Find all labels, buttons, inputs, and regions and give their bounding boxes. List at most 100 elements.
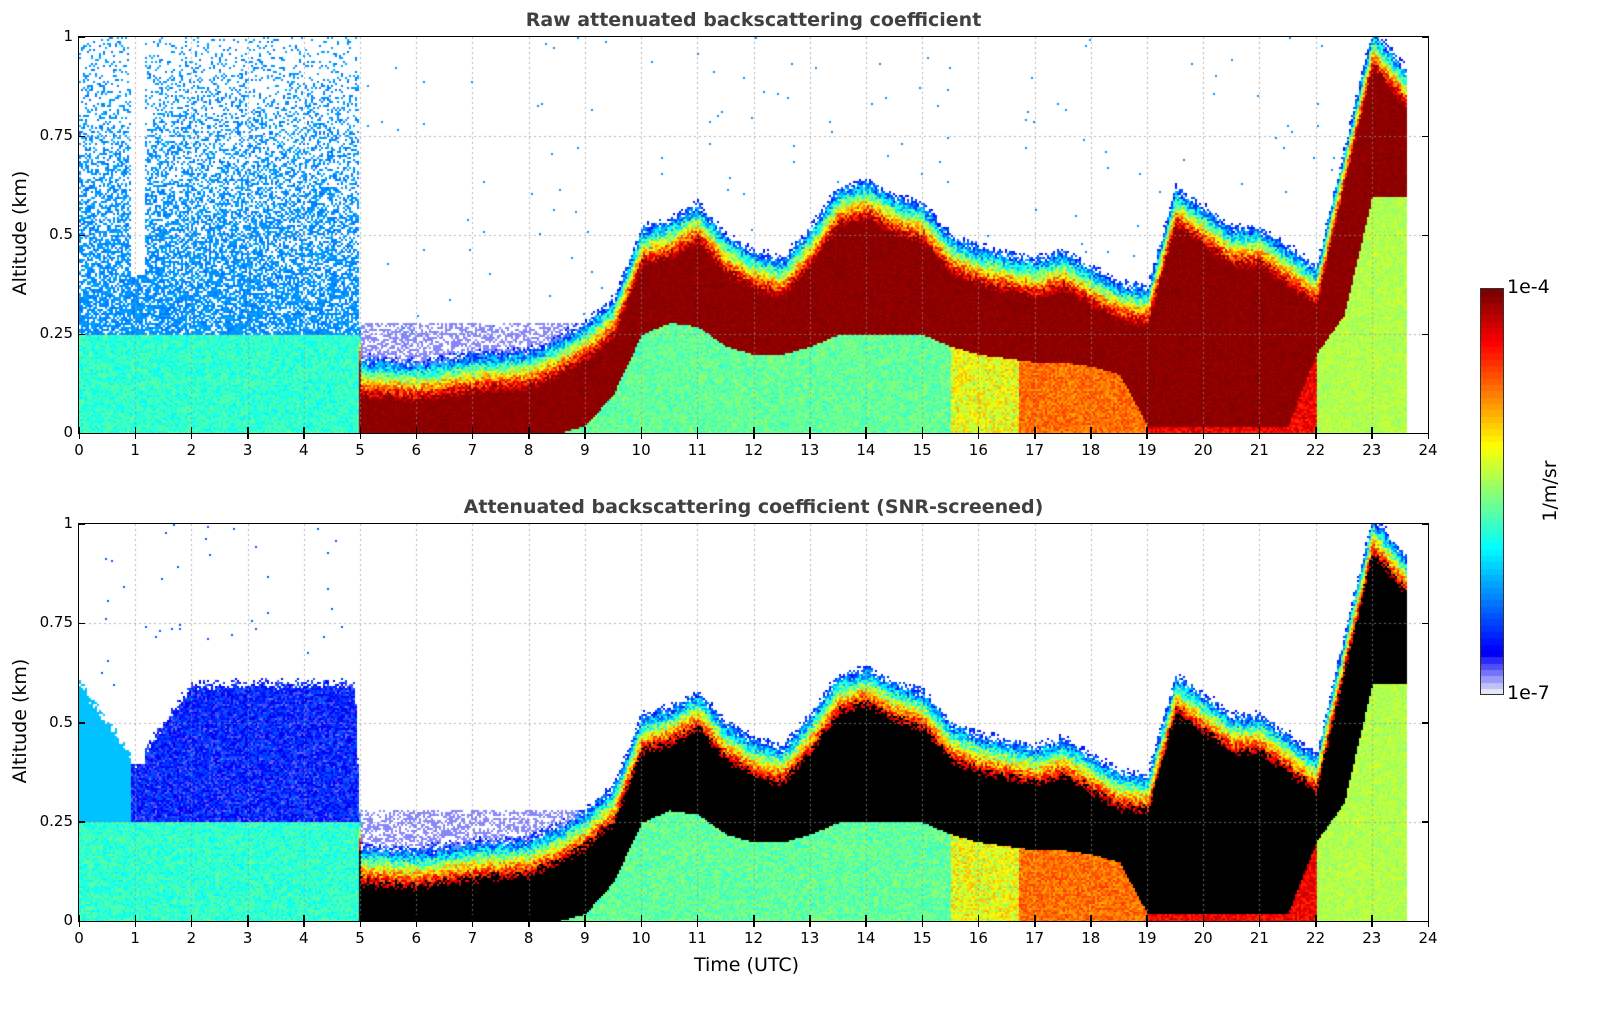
y-tick-label: 0 xyxy=(63,423,73,441)
y-tick-mark xyxy=(79,234,85,236)
x-tick-label: 10 xyxy=(631,441,651,459)
x-tick-mark xyxy=(471,427,474,439)
x-tick-label: 21 xyxy=(1249,929,1269,947)
x-tick-label: 4 xyxy=(299,929,309,947)
y-tick-mark xyxy=(1422,523,1428,525)
y-tick-mark xyxy=(79,135,85,137)
x-tick-label: 22 xyxy=(1306,929,1326,947)
x-tick-mark xyxy=(1034,915,1036,927)
x-tick-mark xyxy=(471,915,474,927)
bottom-heatmap xyxy=(79,524,1428,921)
x-tick-label: 4 xyxy=(299,441,309,459)
colorbar-label: 1/m/sr xyxy=(1539,460,1561,522)
x-tick-label: 22 xyxy=(1306,441,1326,459)
x-tick-label: 13 xyxy=(800,441,820,459)
y-tick-mark xyxy=(1422,821,1428,823)
top-plot-title: Raw attenuated backscattering coefficien… xyxy=(525,9,982,31)
y-tick-mark xyxy=(79,920,85,922)
x-tick-label: 15 xyxy=(912,441,932,459)
x-tick-mark xyxy=(1034,427,1036,439)
x-tick-mark xyxy=(1090,915,1092,927)
y-tick-label: 0.25 xyxy=(39,811,73,830)
colorbar-max-label: 1e-4 xyxy=(1507,276,1550,298)
x-tick-label: 24 xyxy=(1418,441,1438,459)
x-axis-label: Time (UTC) xyxy=(694,954,800,976)
x-tick-mark xyxy=(921,915,924,927)
colorbar xyxy=(1480,288,1504,695)
x-tick-mark xyxy=(1315,427,1317,439)
x-tick-label: 8 xyxy=(523,929,534,947)
y-tick-label: 1 xyxy=(63,27,73,45)
x-tick-mark xyxy=(359,915,362,927)
y-tick-mark xyxy=(1422,36,1428,38)
x-tick-mark xyxy=(303,427,305,439)
x-tick-mark xyxy=(1371,427,1373,439)
x-tick-label: 7 xyxy=(467,441,478,459)
x-tick-label: 20 xyxy=(1193,441,1213,459)
y-tick-mark xyxy=(1422,135,1428,137)
x-tick-mark xyxy=(865,915,867,927)
x-tick-mark xyxy=(415,915,418,927)
y-tick-mark xyxy=(1422,622,1428,625)
x-tick-label: 19 xyxy=(1137,929,1157,947)
x-tick-mark xyxy=(640,915,643,927)
y-tick-label: 0.75 xyxy=(39,126,73,144)
x-tick-label: 20 xyxy=(1193,929,1213,947)
x-tick-mark xyxy=(753,915,755,927)
y-tick-mark xyxy=(1422,432,1428,434)
y-tick-mark xyxy=(79,821,85,823)
x-tick-label: 19 xyxy=(1137,441,1157,459)
bottom-plot-axes xyxy=(78,523,1429,922)
x-tick-mark xyxy=(303,915,305,927)
x-tick-label: 14 xyxy=(856,441,876,459)
x-tick-label: 17 xyxy=(1024,929,1045,947)
top-heatmap xyxy=(79,37,1428,433)
y-tick-label: 0.5 xyxy=(49,712,73,731)
x-tick-mark xyxy=(247,915,249,927)
x-tick-mark xyxy=(134,427,137,439)
x-tick-label: 2 xyxy=(186,441,197,459)
y-tick-label: 0.75 xyxy=(39,613,73,632)
x-tick-label: 24 xyxy=(1418,929,1438,947)
y-tick-mark xyxy=(79,722,85,724)
x-tick-label: 0 xyxy=(74,929,84,947)
x-tick-label: 2 xyxy=(186,929,197,947)
x-tick-mark xyxy=(190,915,193,927)
x-tick-label: 21 xyxy=(1249,441,1269,459)
x-tick-label: 18 xyxy=(1081,929,1101,947)
y-tick-mark xyxy=(79,36,85,38)
x-tick-label: 15 xyxy=(912,929,932,947)
y-tick-label: 1 xyxy=(63,514,73,532)
x-tick-label: 16 xyxy=(968,929,988,947)
x-tick-mark xyxy=(921,427,924,439)
x-tick-label: 0 xyxy=(74,441,84,459)
x-tick-label: 11 xyxy=(687,441,707,459)
y-tick-mark xyxy=(1422,920,1428,922)
x-tick-mark xyxy=(415,427,418,439)
y-tick-label: 0.25 xyxy=(39,324,73,342)
x-tick-mark xyxy=(1427,915,1429,927)
x-tick-label: 1 xyxy=(130,441,140,459)
x-tick-label: 3 xyxy=(242,441,253,459)
x-tick-label: 9 xyxy=(580,441,590,459)
x-tick-mark xyxy=(190,427,193,439)
x-tick-mark xyxy=(247,427,249,439)
x-tick-mark xyxy=(809,915,811,927)
bottom-plot-title: Attenuated backscattering coefficient (S… xyxy=(463,496,1044,518)
x-tick-label: 6 xyxy=(411,441,422,459)
y-tick-mark xyxy=(79,333,85,335)
x-tick-label: 1 xyxy=(130,929,140,947)
x-tick-mark xyxy=(1315,915,1317,927)
x-tick-label: 17 xyxy=(1024,441,1045,459)
x-tick-label: 10 xyxy=(631,929,651,947)
x-tick-label: 9 xyxy=(580,929,590,947)
x-tick-mark xyxy=(1371,915,1373,927)
x-tick-mark xyxy=(528,915,530,927)
y-tick-label: 0.5 xyxy=(49,225,73,243)
x-tick-mark xyxy=(134,915,137,927)
x-tick-mark xyxy=(359,427,362,439)
x-tick-mark xyxy=(1146,427,1148,439)
x-tick-mark xyxy=(809,427,811,439)
y-tick-mark xyxy=(1422,234,1428,236)
